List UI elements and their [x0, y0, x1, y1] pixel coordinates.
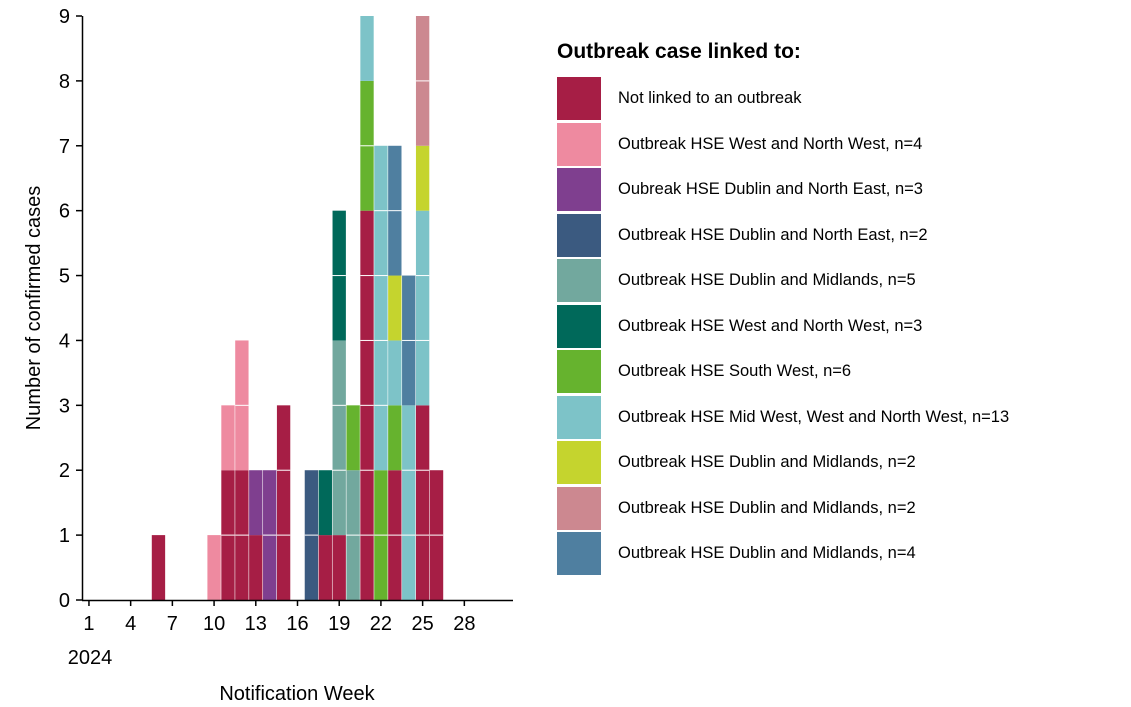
legend-item-4: Outbreak HSE Dublin and Midlands, n=5 — [557, 258, 1009, 304]
x-tick-label: 10 — [203, 613, 225, 635]
bar-week-25-series-8 — [415, 145, 430, 211]
legend-swatch — [557, 350, 601, 394]
legend-swatch — [557, 486, 601, 530]
legend-title: Outbreak case linked to: — [557, 40, 801, 63]
bar-week-10-series-1 — [207, 535, 221, 600]
bar-week-22-series-7 — [374, 145, 388, 471]
bar-week-23-series-8 — [388, 275, 402, 341]
legend-item-2: Oubreak HSE Dublin and North East, n=3 — [557, 167, 1009, 213]
legend-swatch — [557, 259, 601, 303]
x-tick-label: 16 — [286, 613, 308, 635]
y-tick-label: 7 — [59, 136, 70, 158]
bar-week-20-series-6 — [346, 405, 360, 471]
legend-label: Outbreak HSE Dublin and North East, n=2 — [618, 225, 928, 244]
y-tick-label: 8 — [59, 71, 70, 93]
legend-label: Outbreak HSE West and North West, n=4 — [618, 134, 923, 153]
legend-item-7: Outbreak HSE Mid West, West and North We… — [557, 395, 1009, 441]
legend-item-1: Outbreak HSE West and North West, n=4 — [557, 122, 1009, 168]
legend-swatch — [557, 441, 601, 485]
bar-week-19-series-4 — [332, 340, 346, 536]
bar-week-13-series-0 — [249, 535, 263, 600]
legend-swatch — [557, 213, 601, 257]
x-axis-title: Notification Week — [219, 683, 375, 705]
legend-label: Outbreak HSE Dublin and Midlands, n=2 — [618, 498, 916, 517]
legend-swatch — [557, 532, 601, 576]
legend-swatch — [557, 304, 601, 348]
legend-label: Outbreak HSE Dublin and Midlands, n=4 — [618, 544, 916, 563]
bar-week-25-series-7 — [415, 210, 430, 406]
x-year-label: 2024 — [68, 647, 113, 669]
x-tick-label: 7 — [167, 613, 178, 635]
legend-item-9: Outbreak HSE Dublin and Midlands, n=2 — [557, 486, 1009, 532]
x-tick-label: 13 — [245, 613, 267, 635]
bar-week-18-series-5 — [318, 470, 332, 536]
y-tick-label: 6 — [59, 201, 70, 223]
legend-item-0: Not linked to an outbreak — [557, 76, 1009, 122]
bar-week-13-series-2 — [249, 470, 263, 536]
y-axis-title: Number of confirmed cases — [23, 186, 45, 431]
legend-item-10: Outbreak HSE Dublin and Midlands, n=4 — [557, 531, 1009, 577]
bar-week-23-series-7 — [388, 340, 402, 406]
bar-week-18-series-0 — [318, 535, 332, 600]
legend-item-3: Outbreak HSE Dublin and North East, n=2 — [557, 213, 1009, 259]
legend-label: Outbreak HSE Dublin and Midlands, n=2 — [618, 453, 916, 472]
x-tick-label: 25 — [412, 613, 434, 635]
legend-label: Outbreak HSE Mid West, West and North We… — [618, 407, 1010, 426]
y-tick-label: 1 — [59, 525, 70, 547]
y-ticks: 0 1 2 3 4 5 6 7 8 9 — [59, 6, 82, 612]
bar-week-15-series-0 — [276, 405, 291, 600]
x-tick-label: 22 — [370, 613, 392, 635]
legend-swatch — [557, 168, 601, 212]
bar-week-25-series-0 — [415, 405, 430, 600]
y-tick-label: 2 — [59, 460, 70, 482]
x-tick-label: 4 — [125, 613, 136, 635]
legend-items: Not linked to an outbreak Outbreak HSE We… — [557, 76, 1009, 577]
y-tick-label: 4 — [59, 330, 70, 352]
y-tick-label: 3 — [59, 395, 70, 417]
legend-swatch — [557, 77, 601, 121]
bar-week-6-series-0 — [151, 535, 166, 600]
y-tick-label: 9 — [59, 6, 70, 28]
bar-week-23-series-6 — [388, 405, 402, 471]
bars-layer — [151, 16, 444, 600]
legend-item-8: Outbreak HSE Dublin and Midlands, n=2 — [557, 440, 1009, 486]
y-tick-label: 5 — [59, 266, 70, 288]
legend-label: Not linked to an outbreak — [618, 89, 802, 108]
bar-week-24-series-7 — [402, 405, 416, 600]
legend-item-6: Outbreak HSE South West, n=6 — [557, 349, 1009, 395]
legend-label: Outbreak HSE Dublin and Midlands, n=5 — [618, 271, 916, 290]
legend-label: Outbreak HSE West and North West, n=3 — [618, 316, 923, 335]
y-tick-label: 0 — [59, 590, 70, 612]
x-tick-label: 19 — [328, 613, 350, 635]
legend-label: Outbreak HSE South West, n=6 — [618, 362, 852, 381]
legend-item-5: Outbreak HSE West and North West, n=3 — [557, 304, 1009, 350]
legend-swatch — [557, 395, 601, 439]
bar-week-21-series-7 — [360, 16, 374, 81]
legend-swatch — [557, 122, 601, 166]
bar-week-11-series-1 — [221, 405, 235, 471]
x-tick-label: 1 — [83, 613, 94, 635]
bar-week-19-series-0 — [332, 535, 346, 600]
x-ticks: 1 4 7 10 13 16 19 22 25 28 — [83, 600, 475, 635]
legend: Outbreak case linked to: Not linked to a… — [557, 40, 1009, 577]
legend-label: Oubreak HSE Dublin and North East, n=3 — [618, 180, 923, 199]
x-tick-label: 28 — [453, 613, 475, 635]
